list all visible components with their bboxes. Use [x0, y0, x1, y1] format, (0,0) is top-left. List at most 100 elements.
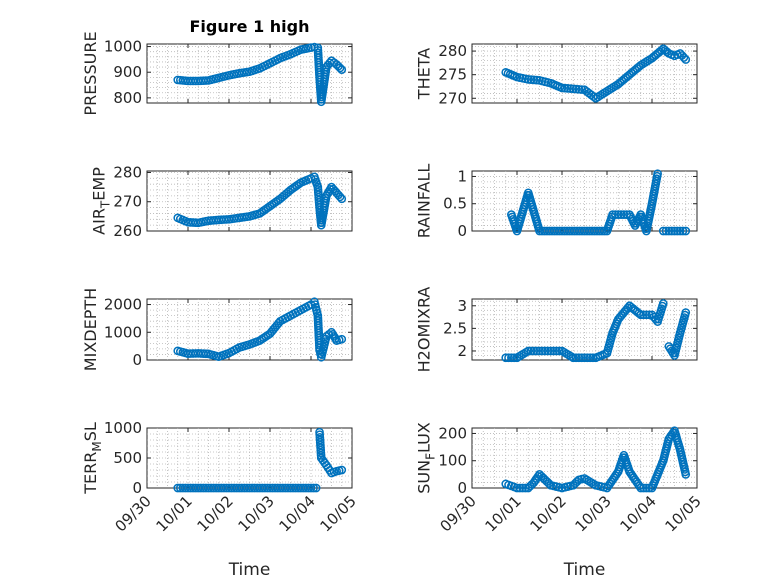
- data-point: [568, 353, 578, 363]
- data-point: [512, 483, 522, 493]
- data-point: [664, 226, 674, 236]
- data-point: [672, 226, 682, 236]
- x-tick-label: 09/30: [112, 492, 155, 535]
- data-point: [311, 483, 321, 493]
- x-axis-label: Time: [228, 560, 271, 580]
- y-tick-label: 1: [457, 167, 467, 185]
- y-axis-label: TERRMSL: [81, 422, 104, 495]
- data-point: [335, 63, 345, 73]
- data-point: [532, 75, 542, 85]
- data-point: [623, 303, 633, 313]
- y-axis-label: RAINFALL: [415, 164, 434, 239]
- y-tick-label: 260: [113, 222, 142, 240]
- data-point: [501, 353, 511, 363]
- x-tick-label: 10/01: [482, 492, 525, 535]
- data-point: [571, 84, 581, 94]
- data-point: [611, 210, 620, 219]
- data-point: [681, 470, 691, 479]
- y-axis-label: MIXDEPTH: [81, 288, 100, 371]
- subplot-4: 0 0.5 1 RAINFALL: [415, 164, 698, 240]
- data-point: [675, 226, 685, 236]
- data-point: [337, 334, 347, 344]
- data-point: [574, 353, 584, 363]
- y-axis-label: SUNFLUX: [415, 422, 438, 494]
- y-tick-label: 280: [438, 42, 467, 60]
- x-axis-label: Time: [563, 560, 606, 580]
- y-tick-label: 270: [438, 89, 467, 107]
- data-point: [554, 346, 564, 356]
- y-tick-label: 270: [113, 193, 142, 211]
- y-tick-label: 500: [113, 449, 142, 467]
- y-tick-label: 900: [113, 63, 142, 81]
- subplot-8: 09/30 10/01 10/02 10/03 10/04 10/05 0 100 200SUN…: [415, 422, 705, 580]
- data-point: [532, 346, 542, 356]
- data-point: [613, 210, 623, 219]
- data-point: [616, 210, 626, 219]
- data-point: [644, 310, 654, 320]
- y-tick-label: 0: [457, 222, 467, 240]
- data-point: [563, 84, 572, 93]
- y-tick-label: 800: [113, 89, 142, 107]
- data-point: [309, 483, 318, 493]
- data-point: [546, 346, 556, 356]
- data-point: [535, 346, 544, 356]
- y-axis-label: THETA: [415, 48, 434, 100]
- data-point: [533, 472, 543, 481]
- data-point: [572, 477, 582, 486]
- y-tick-label: 275: [438, 66, 467, 84]
- data-point: [585, 353, 595, 363]
- data-point: [560, 83, 570, 93]
- data-point: [549, 346, 558, 356]
- y-tick-label: 0.5: [443, 195, 467, 213]
- data-point: [653, 169, 662, 179]
- data-point: [571, 353, 581, 363]
- data-point: [568, 84, 578, 94]
- y-tick-label: 0: [132, 351, 142, 369]
- data-point: [526, 75, 536, 84]
- data-point: [667, 226, 677, 236]
- x-tick-label: 10/04: [617, 492, 660, 535]
- data-point: [324, 330, 334, 339]
- data-point: [509, 353, 519, 363]
- y-tick-label: 1000: [104, 38, 142, 56]
- data-point: [658, 226, 668, 236]
- data-point: [582, 353, 592, 363]
- x-tick-label: 09/30: [437, 492, 480, 535]
- y-tick-label: 1000: [104, 419, 142, 437]
- y-tick-label: 0: [457, 479, 467, 497]
- x-tick-label: 10/03: [572, 492, 615, 535]
- data-point: [566, 84, 575, 93]
- data-point: [540, 346, 550, 356]
- x-tick-label: 10/03: [235, 492, 278, 535]
- data-point: [529, 346, 539, 356]
- x-tick-label: 10/02: [527, 492, 570, 535]
- data-point: [557, 83, 567, 93]
- data-point: [681, 308, 691, 317]
- data-point: [657, 45, 666, 55]
- data-point: [580, 353, 589, 363]
- subplot-6: 2 2.5 3 H2OMIXRA: [415, 287, 698, 372]
- chart-title: Figure 1 high: [190, 17, 310, 36]
- data-point: [537, 346, 547, 356]
- x-tick-label: 10/05: [662, 492, 705, 535]
- data-point: [658, 299, 668, 308]
- data-point: [337, 65, 347, 75]
- data-point: [608, 210, 617, 219]
- x-tick-label: 10/01: [153, 492, 196, 535]
- data-point: [642, 310, 651, 320]
- data-point: [678, 226, 688, 236]
- data-point: [661, 226, 671, 236]
- data-point: [639, 310, 648, 320]
- x-tick-label: 10/04: [276, 492, 319, 535]
- data-point: [636, 483, 646, 493]
- y-tick-label: 2000: [104, 296, 142, 314]
- data-point: [636, 310, 646, 320]
- y-tick-label: 1000: [104, 323, 142, 341]
- data-point: [523, 75, 533, 84]
- data-point: [577, 353, 587, 363]
